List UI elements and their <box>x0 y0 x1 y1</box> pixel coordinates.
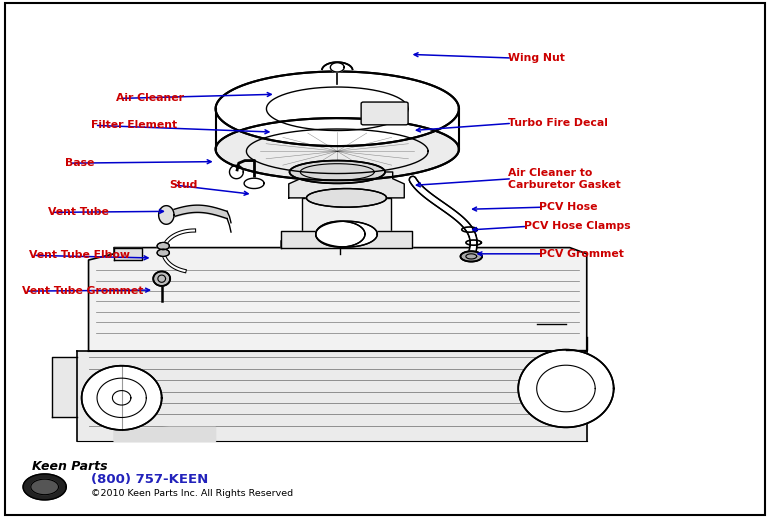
Text: Vent Tube: Vent Tube <box>48 207 109 218</box>
Polygon shape <box>77 351 587 441</box>
Bar <box>302 198 391 238</box>
Polygon shape <box>330 63 344 72</box>
Text: PCV Hose Clamps: PCV Hose Clamps <box>524 221 630 232</box>
Text: PCV Hose: PCV Hose <box>539 202 598 212</box>
Polygon shape <box>316 221 365 247</box>
Polygon shape <box>23 474 66 500</box>
FancyBboxPatch shape <box>361 102 408 125</box>
Polygon shape <box>216 71 459 146</box>
Text: Turbo Fire Decal: Turbo Fire Decal <box>508 118 608 128</box>
Polygon shape <box>244 178 264 189</box>
Polygon shape <box>157 242 169 250</box>
Polygon shape <box>52 357 77 417</box>
Text: Wing Nut: Wing Nut <box>508 53 565 63</box>
Text: Stud: Stud <box>169 180 198 190</box>
Text: ©2010 Keen Parts Inc. All Rights Reserved: ©2010 Keen Parts Inc. All Rights Reserve… <box>91 489 293 498</box>
Polygon shape <box>157 249 169 256</box>
Text: Vent Tube Elbow: Vent Tube Elbow <box>29 250 130 261</box>
Text: Air Cleaner to
Carburetor Gasket: Air Cleaner to Carburetor Gasket <box>508 168 621 190</box>
Polygon shape <box>82 366 162 430</box>
Polygon shape <box>216 118 459 180</box>
Polygon shape <box>281 231 412 248</box>
Text: Vent Tube Grommet: Vent Tube Grommet <box>22 286 143 296</box>
Polygon shape <box>290 161 385 183</box>
Text: Air Cleaner: Air Cleaner <box>116 93 183 104</box>
Text: (800) 757-KEEN: (800) 757-KEEN <box>91 473 208 486</box>
Polygon shape <box>159 206 174 224</box>
Polygon shape <box>289 172 404 198</box>
Polygon shape <box>31 479 59 495</box>
Text: PCV Grommet: PCV Grommet <box>539 249 624 259</box>
Polygon shape <box>89 238 587 351</box>
Polygon shape <box>114 248 142 260</box>
Polygon shape <box>114 427 216 441</box>
Polygon shape <box>316 221 377 247</box>
Text: Keen Parts: Keen Parts <box>32 461 108 473</box>
Polygon shape <box>460 251 482 262</box>
Polygon shape <box>518 350 614 427</box>
Polygon shape <box>306 189 387 207</box>
Text: Filter Element: Filter Element <box>91 120 177 131</box>
Polygon shape <box>153 271 170 286</box>
Text: Base: Base <box>65 158 95 168</box>
